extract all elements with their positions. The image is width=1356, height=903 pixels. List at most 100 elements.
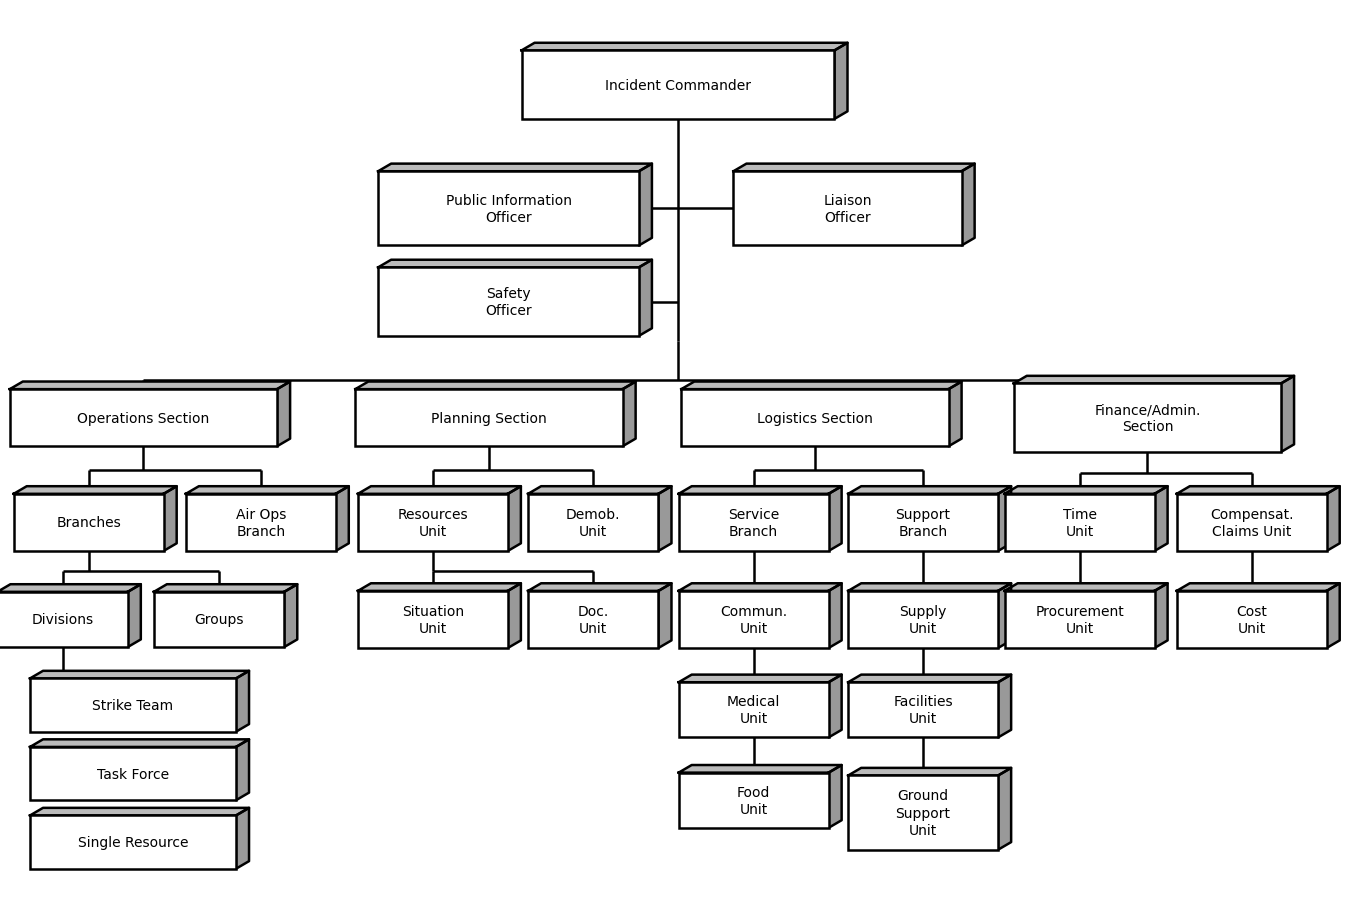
FancyBboxPatch shape — [1014, 384, 1281, 452]
Text: Resources
Unit: Resources Unit — [397, 507, 468, 538]
FancyBboxPatch shape — [678, 591, 829, 648]
Polygon shape — [678, 675, 842, 683]
Polygon shape — [1177, 487, 1340, 494]
Text: Demob.
Unit: Demob. Unit — [565, 507, 621, 538]
Polygon shape — [678, 583, 842, 591]
Text: Single Resource: Single Resource — [77, 835, 188, 849]
Polygon shape — [527, 583, 671, 591]
FancyBboxPatch shape — [355, 390, 622, 447]
FancyBboxPatch shape — [678, 683, 829, 738]
Text: Branches: Branches — [57, 516, 121, 530]
Text: Divisions: Divisions — [31, 613, 94, 627]
FancyBboxPatch shape — [522, 51, 834, 120]
Polygon shape — [639, 260, 652, 337]
Polygon shape — [127, 584, 141, 647]
Polygon shape — [0, 584, 141, 592]
Polygon shape — [378, 164, 652, 172]
Text: Commun.
Unit: Commun. Unit — [720, 604, 788, 636]
FancyBboxPatch shape — [678, 773, 829, 828]
Polygon shape — [153, 584, 297, 592]
Polygon shape — [358, 583, 521, 591]
Polygon shape — [508, 583, 521, 648]
Polygon shape — [285, 584, 297, 647]
Polygon shape — [1014, 377, 1294, 384]
Polygon shape — [1005, 583, 1168, 591]
Polygon shape — [30, 808, 250, 815]
Polygon shape — [659, 583, 671, 648]
FancyBboxPatch shape — [848, 494, 998, 552]
Polygon shape — [848, 768, 1012, 776]
Polygon shape — [829, 487, 842, 552]
FancyBboxPatch shape — [30, 747, 236, 800]
Text: Compensat.
Claims Unit: Compensat. Claims Unit — [1210, 507, 1294, 538]
Polygon shape — [998, 583, 1012, 648]
Text: Cost
Unit: Cost Unit — [1237, 604, 1267, 636]
Text: Safety
Officer: Safety Officer — [485, 286, 532, 318]
Polygon shape — [9, 382, 290, 390]
Polygon shape — [355, 382, 636, 390]
Polygon shape — [678, 765, 842, 773]
Text: Task Force: Task Force — [96, 767, 170, 781]
Polygon shape — [848, 583, 1012, 591]
Polygon shape — [622, 382, 636, 447]
Text: Groups: Groups — [194, 613, 244, 627]
Polygon shape — [1177, 583, 1340, 591]
Polygon shape — [522, 43, 848, 51]
Text: Facilities
Unit: Facilities Unit — [894, 694, 953, 726]
FancyBboxPatch shape — [848, 776, 998, 850]
Polygon shape — [998, 675, 1012, 738]
Text: Liaison
Officer: Liaison Officer — [823, 193, 872, 225]
FancyBboxPatch shape — [378, 172, 639, 247]
Polygon shape — [236, 671, 250, 732]
Text: Situation
Unit: Situation Unit — [401, 604, 464, 636]
Polygon shape — [848, 487, 1012, 494]
FancyBboxPatch shape — [527, 591, 659, 648]
Polygon shape — [829, 583, 842, 648]
Polygon shape — [961, 164, 975, 247]
Polygon shape — [336, 487, 348, 552]
Polygon shape — [1326, 583, 1340, 648]
FancyBboxPatch shape — [0, 592, 127, 647]
FancyBboxPatch shape — [358, 591, 508, 648]
Text: Air Ops
Branch: Air Ops Branch — [236, 507, 286, 538]
FancyBboxPatch shape — [678, 494, 829, 552]
Polygon shape — [834, 43, 848, 120]
FancyBboxPatch shape — [186, 494, 336, 552]
Polygon shape — [848, 675, 1012, 683]
Polygon shape — [1281, 377, 1294, 452]
FancyBboxPatch shape — [527, 494, 659, 552]
Text: Medical
Unit: Medical Unit — [727, 694, 780, 726]
Polygon shape — [358, 487, 521, 494]
Polygon shape — [734, 164, 975, 172]
FancyBboxPatch shape — [14, 494, 164, 552]
FancyBboxPatch shape — [1177, 591, 1326, 648]
Polygon shape — [659, 487, 671, 552]
Polygon shape — [998, 768, 1012, 850]
Polygon shape — [1154, 583, 1168, 648]
Polygon shape — [829, 765, 842, 828]
FancyBboxPatch shape — [681, 390, 949, 447]
Text: Service
Branch: Service Branch — [728, 507, 780, 538]
Polygon shape — [236, 808, 250, 869]
Text: Support
Branch: Support Branch — [895, 507, 951, 538]
Text: Food
Unit: Food Unit — [736, 785, 770, 816]
Polygon shape — [829, 675, 842, 738]
Text: Incident Commander: Incident Commander — [605, 79, 751, 92]
Polygon shape — [508, 487, 521, 552]
Polygon shape — [378, 260, 652, 268]
Text: Planning Section: Planning Section — [431, 411, 546, 425]
Text: Logistics Section: Logistics Section — [757, 411, 873, 425]
Polygon shape — [998, 487, 1012, 552]
Polygon shape — [236, 740, 250, 800]
FancyBboxPatch shape — [30, 679, 236, 732]
Text: Ground
Support
Unit: Ground Support Unit — [895, 788, 951, 837]
Text: Finance/Admin.
Section: Finance/Admin. Section — [1094, 403, 1200, 433]
Text: Public Information
Officer: Public Information Officer — [446, 193, 571, 225]
Polygon shape — [14, 487, 176, 494]
Polygon shape — [1154, 487, 1168, 552]
Polygon shape — [949, 382, 961, 447]
Polygon shape — [164, 487, 176, 552]
FancyBboxPatch shape — [734, 172, 961, 247]
Text: Doc.
Unit: Doc. Unit — [578, 604, 609, 636]
FancyBboxPatch shape — [30, 815, 236, 869]
